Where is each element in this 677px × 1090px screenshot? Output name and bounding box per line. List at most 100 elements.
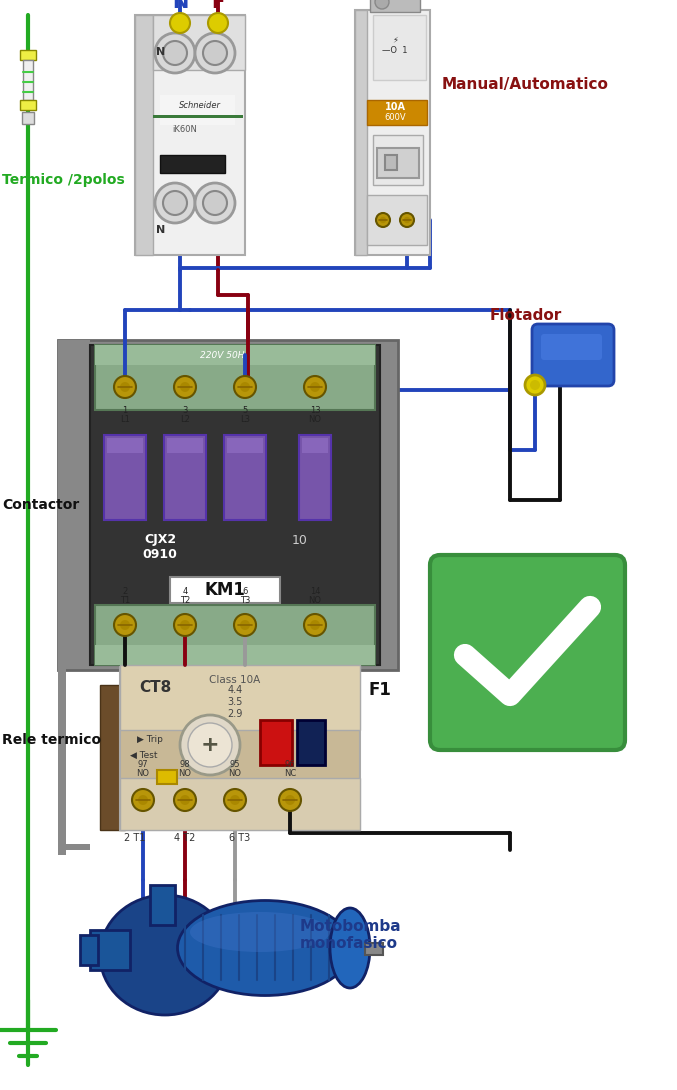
Bar <box>377 148 419 178</box>
Text: 97
NO: 97 NO <box>137 760 150 778</box>
Text: 3
L2: 3 L2 <box>180 405 190 424</box>
Bar <box>373 135 423 185</box>
Circle shape <box>155 183 195 223</box>
Circle shape <box>234 614 256 635</box>
Circle shape <box>174 614 196 635</box>
Bar <box>160 95 235 125</box>
Circle shape <box>180 620 190 630</box>
Circle shape <box>234 376 256 398</box>
Text: Schneider: Schneider <box>179 100 221 109</box>
Bar <box>367 195 427 245</box>
Circle shape <box>203 191 227 215</box>
Bar <box>23 60 33 100</box>
Circle shape <box>180 795 190 804</box>
Text: 95
NO: 95 NO <box>229 760 242 778</box>
Text: 2.9: 2.9 <box>227 708 242 719</box>
Text: 13
NO: 13 NO <box>309 405 322 424</box>
Text: Contactor: Contactor <box>2 498 79 512</box>
Circle shape <box>120 383 130 392</box>
Bar <box>135 15 153 255</box>
Bar <box>20 100 36 110</box>
Bar <box>90 930 130 970</box>
Bar <box>90 346 380 665</box>
Text: ⚡
—O  1: ⚡ —O 1 <box>383 35 408 54</box>
Bar <box>120 665 360 829</box>
Circle shape <box>310 620 320 630</box>
Bar <box>164 435 206 520</box>
Bar <box>58 340 398 670</box>
Text: 220V 50Hz: 220V 50Hz <box>200 351 250 360</box>
Circle shape <box>404 217 410 223</box>
Bar <box>58 340 66 855</box>
Bar <box>367 100 427 125</box>
Circle shape <box>155 33 195 73</box>
Text: 6
T3: 6 T3 <box>240 588 250 605</box>
Bar <box>355 10 430 255</box>
Circle shape <box>188 723 232 767</box>
Text: N: N <box>156 47 166 57</box>
Text: Flotador: Flotador <box>490 307 563 323</box>
Bar <box>370 0 420 12</box>
Circle shape <box>195 33 235 73</box>
Circle shape <box>174 376 196 398</box>
Bar <box>224 435 266 520</box>
FancyBboxPatch shape <box>532 324 614 386</box>
Ellipse shape <box>190 912 330 952</box>
Text: 4
T2: 4 T2 <box>180 588 190 605</box>
Bar <box>385 155 397 170</box>
Circle shape <box>304 614 326 635</box>
Text: iK60N: iK60N <box>173 125 198 134</box>
Bar <box>95 605 375 665</box>
Text: N: N <box>172 0 188 12</box>
Bar <box>20 50 36 60</box>
Bar <box>58 844 90 850</box>
Circle shape <box>375 0 389 9</box>
Text: 5
L3: 5 L3 <box>240 405 250 424</box>
Circle shape <box>224 789 246 811</box>
Bar <box>227 438 263 453</box>
Circle shape <box>138 795 148 804</box>
Circle shape <box>400 213 414 227</box>
Bar <box>153 15 245 70</box>
Circle shape <box>180 715 240 775</box>
Circle shape <box>208 13 228 33</box>
Text: Class 10A: Class 10A <box>209 675 261 685</box>
Text: 1
L1: 1 L1 <box>120 405 130 424</box>
Bar <box>22 112 34 124</box>
Bar <box>135 15 245 255</box>
Circle shape <box>310 383 320 392</box>
Text: KM1: KM1 <box>204 581 246 600</box>
Bar <box>95 346 375 410</box>
Circle shape <box>376 213 390 227</box>
Circle shape <box>380 217 386 223</box>
Text: 0910: 0910 <box>143 548 177 561</box>
Bar <box>58 340 90 346</box>
Bar <box>95 645 375 665</box>
Text: Rele termico: Rele termico <box>2 732 101 747</box>
Text: 2
T1: 2 T1 <box>120 588 130 605</box>
Bar <box>160 155 225 173</box>
Bar <box>355 10 367 255</box>
Circle shape <box>240 383 250 392</box>
Ellipse shape <box>100 895 230 1015</box>
Bar <box>297 720 325 765</box>
Bar <box>120 778 360 829</box>
Bar <box>299 435 331 520</box>
Text: ▶ Trip: ▶ Trip <box>137 736 163 744</box>
Circle shape <box>163 191 187 215</box>
Bar <box>150 885 175 925</box>
Text: 4.4: 4.4 <box>227 685 242 695</box>
Text: +: + <box>200 735 219 755</box>
Text: Manual/Automatico: Manual/Automatico <box>442 77 609 93</box>
Text: CT8: CT8 <box>139 679 171 694</box>
Text: F: F <box>211 0 225 12</box>
Text: 600V: 600V <box>384 113 406 122</box>
Circle shape <box>170 13 190 33</box>
Circle shape <box>114 614 136 635</box>
Bar <box>120 665 360 730</box>
Bar <box>157 770 177 784</box>
Bar <box>80 935 98 965</box>
Ellipse shape <box>330 908 370 988</box>
Text: 96
NC: 96 NC <box>284 760 296 778</box>
FancyBboxPatch shape <box>541 334 602 360</box>
